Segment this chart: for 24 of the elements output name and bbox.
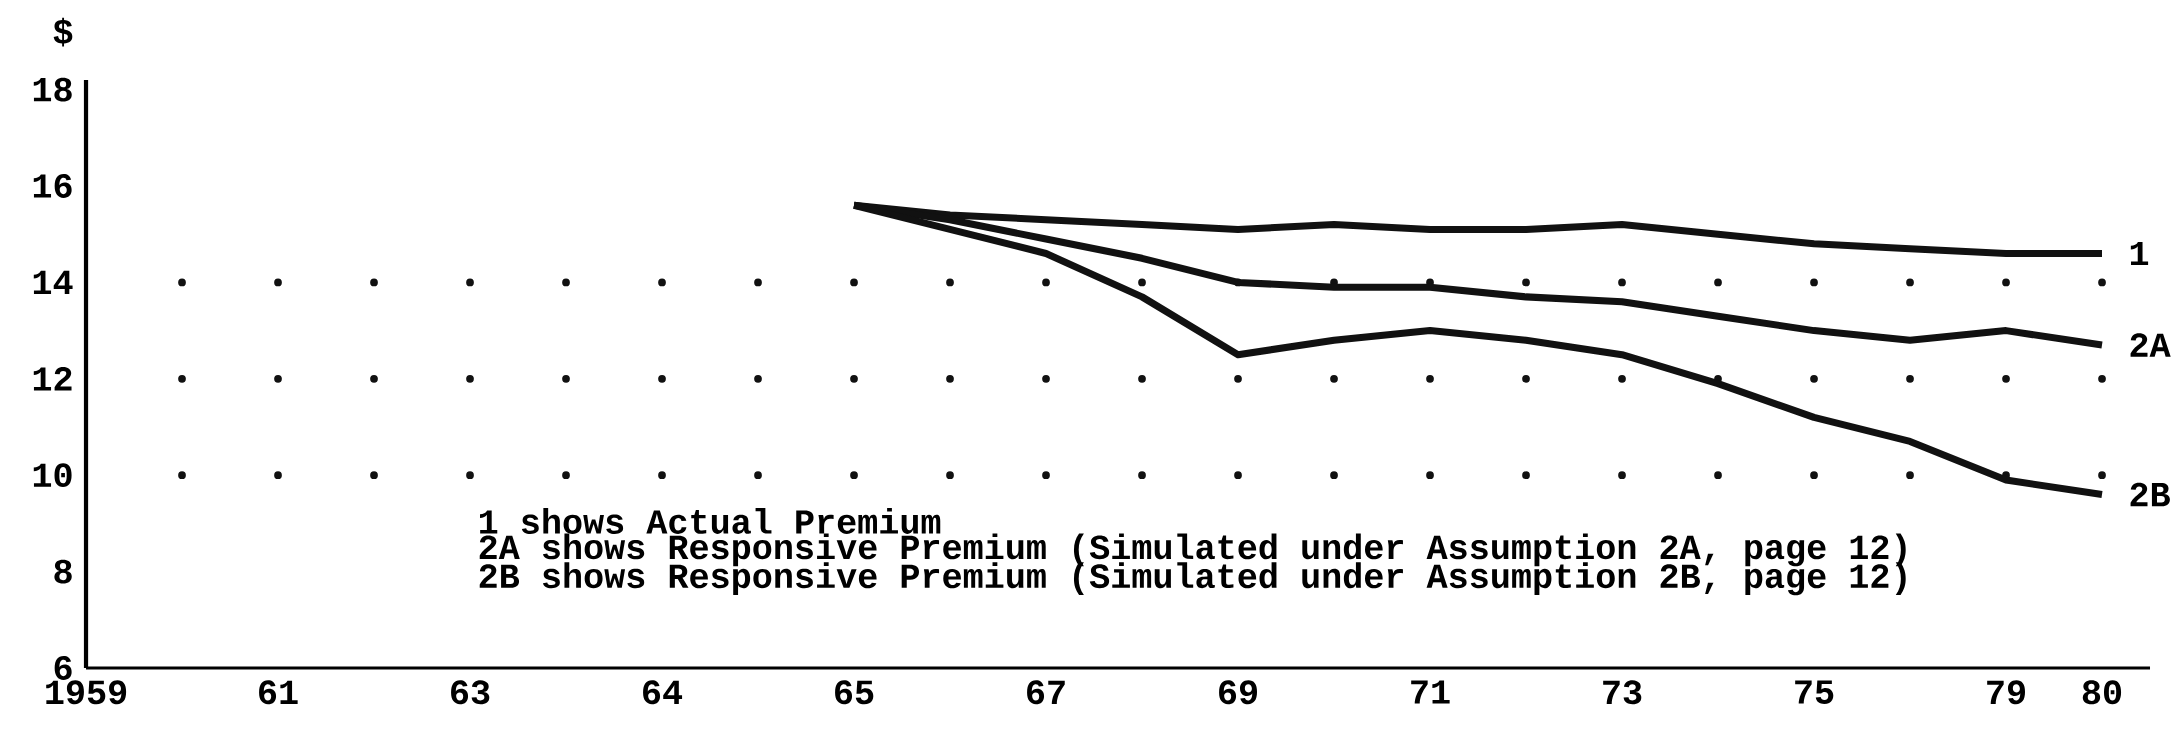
x-tick-label: 65 [835,680,874,705]
series-label: 2A [2130,333,2171,357]
x-tick-label: 1959 [46,680,127,705]
x-tick-label: 79 [1987,680,2026,705]
y-tick-label: 18 [33,77,72,102]
x-tick-label: 69 [1219,680,1258,705]
y-tick-label: 12 [33,367,72,391]
x-tick-label: 80 [2082,680,2122,705]
y-tick-label: 14 [33,270,73,294]
y-tick-label: 10 [33,463,72,488]
x-tick-label: 71 [1411,680,1450,704]
x-tick-label: 63 [451,680,490,705]
x-tick-label: 67 [1027,680,1065,705]
series-label: 1 [2130,241,2149,266]
x-tick-label: 75 [1795,680,1834,704]
y-tick-label: 8 [54,559,72,584]
y-tick-label: 16 [33,174,72,198]
x-tick-label: 64 [643,680,683,705]
x-tick-label: 61 [259,680,298,705]
y-tick-label: 6 [54,656,72,680]
annotation: 1 shows Actual Premium [480,508,941,534]
y-axis-title: $ [53,17,73,47]
series-label: 2B [2130,482,2170,507]
x-tick-label: 73 [1603,680,1642,705]
